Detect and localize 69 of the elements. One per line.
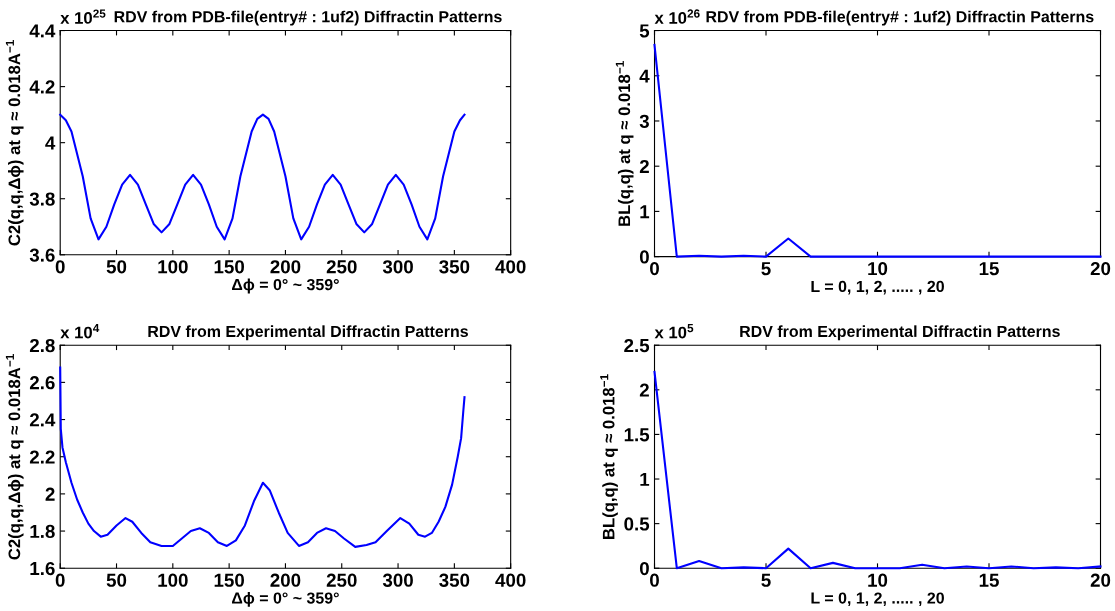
text: x 10$^{26}$: [654, 9, 700, 24]
text: x 10$^{5}$: [654, 324, 694, 339]
y-tick-label: 2.4: [29, 413, 56, 427]
x-tick-label: 200: [270, 573, 301, 587]
y-tick-label: 3.8: [29, 192, 55, 206]
x-axis-title: Δϕ = 0° ~ 359°: [232, 278, 339, 294]
y-tick-label: 2: [45, 487, 55, 501]
x-tick-label: 150: [214, 260, 245, 274]
x-tick-label: 350: [439, 260, 470, 274]
x-tick-label: 15: [979, 573, 999, 587]
y-axis-title: BL(q,q) at q ≈ 0.018$^{−1}$: [600, 374, 618, 539]
x-tick-label: 50: [106, 260, 127, 274]
y-tick-label: 2: [639, 383, 649, 397]
y-axis-title: C2(q,q,Δϕ) at q ≈ 0.018A$^{−1}$: [5, 354, 24, 560]
x-tick-label: 300: [382, 260, 413, 274]
x-tick-label: 15: [979, 262, 999, 276]
chart-title: RDV from Experimental Diffractin Patterns: [740, 325, 1060, 341]
line-series: [59, 113, 466, 241]
y-tick-label: 1.6: [30, 561, 55, 576]
y-tick-label: 1.5: [624, 428, 650, 442]
x-tick-label: 250: [326, 573, 357, 587]
y-tick-label: 4.2: [29, 80, 55, 94]
x-tick-label: 100: [158, 260, 188, 274]
y-tick-label: 1: [640, 472, 650, 486]
x-tick-label: 100: [158, 573, 188, 587]
y-tick-label: 0: [639, 561, 649, 576]
x-tick-label: 10: [868, 261, 888, 276]
y-tick-label: 2.6: [29, 376, 55, 390]
chart-title: RDV from Experimental Diffractin Patterns: [148, 325, 468, 341]
chart-title: RDV from PDB-file(entry# : 1uf2) Diffractin Patterns: [114, 10, 502, 26]
x-tick-label: 250: [326, 260, 357, 274]
y-tick-label: 0.5: [624, 517, 650, 531]
y-tick-label: 3.6: [29, 248, 55, 262]
y-tick-label: 3: [639, 114, 649, 128]
x-tick-label: 200: [270, 260, 301, 274]
y-tick-label: 4: [639, 69, 650, 83]
chart-title: RDV from PDB-file(entry# : 1uf2) Diffractin Patterns: [706, 10, 1094, 26]
x-tick-label: 0: [55, 260, 65, 274]
x-axis-title: L = 0, 1, 2, ..... , 20: [811, 592, 944, 607]
x-tick-label: 350: [439, 573, 470, 587]
y-tick-label: 2.8: [29, 338, 55, 353]
x-tick-label: 0: [55, 573, 65, 587]
y-tick-label: 0: [639, 250, 649, 264]
y-tick-label: 4.4: [29, 24, 56, 38]
y-tick-label: 5: [639, 24, 650, 38]
y-tick-label: 2.2: [29, 450, 55, 464]
y-tick-label: 4: [45, 136, 56, 150]
text: x 10$^{25}$: [60, 9, 106, 24]
y-tick-label: 1.8: [30, 524, 55, 539]
y-tick-label: 2: [639, 159, 649, 173]
x-tick-label: 400: [495, 573, 526, 587]
line-series: [59, 366, 466, 548]
y-tick-label: 1: [640, 205, 650, 219]
x-tick-label: 50: [106, 573, 127, 587]
x-tick-label: 20: [1090, 573, 1111, 587]
text: x 10$^{4}$: [60, 324, 100, 339]
x-axis-title: L = 0, 1, 2, ..... , 20: [811, 280, 944, 295]
x-tick-label: 5: [761, 573, 771, 587]
x-axis-title: Δϕ = 0° ~ 359°: [232, 591, 339, 607]
y-axis-title: BL(q,q) at q ≈ 0.018$^{−1}$: [615, 61, 634, 226]
x-tick-label: 10: [868, 573, 888, 587]
x-tick-label: 20: [1090, 261, 1111, 276]
y-tick-label: 2.5: [624, 338, 650, 353]
x-tick-label: 400: [495, 260, 526, 274]
y-axis-title: C2(q,q,Δϕ) at q ≈ 0.018A$^{−1}$: [5, 40, 24, 246]
x-tick-label: 300: [382, 573, 413, 587]
x-tick-label: 5: [761, 262, 771, 276]
x-tick-label: 0: [650, 573, 659, 587]
x-tick-label: 150: [214, 573, 245, 587]
